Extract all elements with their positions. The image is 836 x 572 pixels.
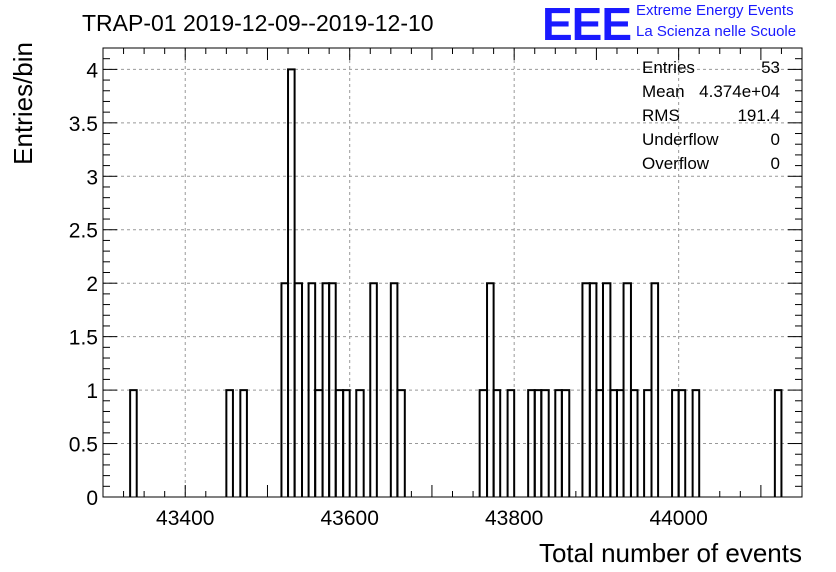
x-axis-label: Total number of events	[539, 538, 802, 568]
stat-row-entries: Entries 53	[640, 58, 780, 82]
logo-tagline-2: La Scienza nelle Scuole	[636, 23, 797, 40]
stat-row-overflow: Overflow 0	[640, 154, 780, 178]
stat-label: Overflow	[642, 154, 710, 173]
histogram-bin	[293, 282, 304, 497]
histogram-bin	[691, 389, 701, 497]
x-tick-label: 44000	[649, 507, 707, 530]
y-tick-label: 0.5	[69, 434, 98, 457]
plot-frame	[102, 47, 803, 498]
y-tick-label: 1	[86, 380, 98, 403]
stat-row-underflow: Underflow 0	[640, 130, 780, 154]
stat-value: 4.374e+04	[699, 82, 780, 101]
histogram-bin	[492, 389, 502, 497]
x-tick-label: 43600	[321, 507, 379, 530]
histogram-bin	[369, 282, 378, 497]
stat-label: RMS	[642, 106, 680, 125]
y-axis-label: Entries/bin	[8, 42, 38, 165]
histogram-bin	[355, 389, 365, 497]
stat-value: 53	[761, 58, 780, 77]
histogram-bin	[342, 389, 351, 497]
histogram-bin	[540, 389, 550, 497]
histogram-bin	[239, 389, 248, 497]
y-tick-label: 3	[86, 166, 98, 189]
y-tick-label: 2	[86, 273, 98, 296]
stat-label: Underflow	[642, 130, 719, 149]
y-tick-label: 0	[86, 487, 98, 510]
x-tick-label: 43800	[485, 507, 543, 530]
histogram-bin	[677, 389, 687, 497]
y-tick-label: 2.5	[69, 220, 98, 243]
histogram-bin	[773, 389, 783, 497]
y-tick-label: 4	[86, 59, 98, 82]
chart-title: TRAP-01 2019-12-09--2019-12-10	[82, 10, 434, 36]
x-tick-label: 43400	[156, 507, 214, 530]
histogram-bin	[396, 389, 406, 497]
histogram-bin	[629, 389, 639, 497]
stat-value: 0	[770, 130, 780, 149]
stat-row-rms: RMS 191.4	[640, 106, 780, 130]
histogram-bin	[129, 389, 138, 497]
stats-box: Entries 53 Mean 4.374e+04 RMS 191.4 Unde…	[640, 58, 780, 178]
eee-logo: EEE	[542, 0, 632, 50]
stat-value: 0	[770, 154, 780, 173]
histogram-bin	[225, 389, 234, 497]
stat-row-mean: Mean 4.374e+04	[640, 82, 780, 106]
y-tick-label: 3.5	[69, 113, 98, 136]
stat-label: Entries	[642, 58, 695, 77]
stat-value: 191.4	[737, 106, 780, 125]
histogram-bin	[650, 282, 660, 497]
stat-label: Mean	[642, 82, 685, 101]
histogram-bin	[560, 389, 571, 497]
histogram-bin	[506, 389, 516, 497]
y-tick-label: 1.5	[69, 327, 98, 350]
logo-tagline-1: Extreme Energy Events	[636, 2, 794, 19]
